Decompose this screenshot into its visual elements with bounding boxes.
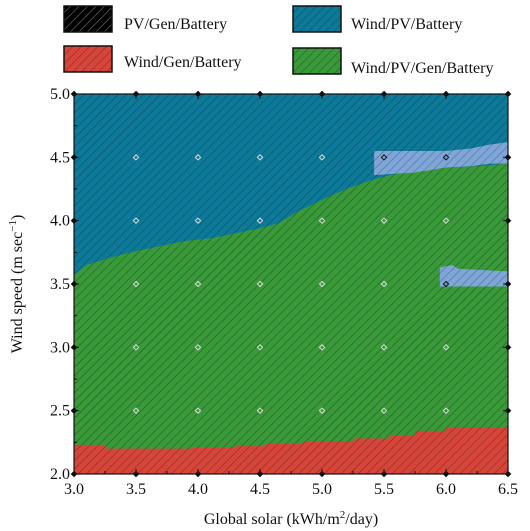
sample-point — [194, 280, 202, 288]
sample-point — [442, 154, 450, 161]
x-tick-label: 5.5 — [374, 481, 394, 498]
legend-item: Wind/PV/Gen/Battery — [292, 47, 493, 77]
legend-label: Wind/PV/Gen/Battery — [351, 60, 493, 77]
y-tick-label: 2.0 — [50, 466, 70, 483]
legend: PV/Gen/Battery Wind/PV/Battery Wind/Gen/Ba… — [63, 5, 493, 77]
sample-point — [442, 344, 450, 351]
plot-area — [70, 90, 512, 478]
region-wind-gen-battery — [74, 427, 508, 474]
y-tick-label: 3.5 — [50, 276, 70, 293]
x-tick-label: 5.0 — [312, 481, 332, 498]
legend-swatch — [292, 5, 342, 33]
sample-point — [318, 344, 326, 351]
legend-item: PV/Gen/Battery — [63, 5, 227, 33]
region-wind-pv-gen-battery — [74, 163, 508, 474]
sample-point — [194, 407, 202, 414]
sample-point — [442, 280, 450, 288]
sample-point — [442, 407, 450, 414]
sample-point — [318, 407, 326, 414]
sample-point — [194, 217, 202, 224]
x-tick-label: 6.5 — [498, 481, 518, 498]
sample-point — [256, 344, 264, 351]
legend-swatch — [63, 45, 113, 73]
x-tick-label: 3.0 — [64, 481, 84, 498]
legend-swatch — [292, 47, 342, 75]
sample-point — [380, 344, 388, 351]
x-tick-label: 4.0 — [188, 481, 208, 498]
sample-point — [318, 217, 326, 224]
region-light-1 — [439, 265, 508, 287]
sample-point — [256, 280, 264, 288]
sample-point — [318, 280, 326, 288]
legend-label: Wind/PV/Battery — [351, 16, 462, 33]
sample-point — [132, 154, 140, 161]
sample-point — [194, 344, 202, 351]
sample-point — [256, 217, 264, 224]
sample-point — [132, 280, 140, 288]
axes: 3.0 3.5 4.0 4.5 5.0 5.5 6.0 6.5 2.0 2.5 3.0 3.5 4.0 4… — [7, 86, 518, 528]
x-tick-label: 6.0 — [436, 481, 456, 498]
legend-label: Wind/Gen/Battery — [124, 54, 242, 71]
sample-point — [380, 280, 388, 288]
legend-swatch — [63, 5, 113, 33]
y-axis-title: Wind speed (m sec−1) — [7, 215, 26, 354]
sample-point — [442, 217, 450, 224]
sample-point — [256, 154, 264, 161]
legend-item: Wind/PV/Battery — [292, 5, 462, 33]
sample-point — [380, 154, 388, 161]
sample-point — [256, 407, 264, 414]
y-tick-label: 2.5 — [50, 403, 70, 420]
sample-point — [132, 217, 140, 224]
y-tick-label: 4.5 — [50, 149, 70, 166]
x-tick-label: 4.5 — [250, 481, 270, 498]
x-axis-title: Global solar (kWh/m2/day) — [204, 509, 378, 528]
y-tick-label: 4.0 — [50, 213, 70, 230]
sample-point — [318, 154, 326, 161]
sample-point — [194, 154, 202, 161]
legend-item: Wind/Gen/Battery — [63, 45, 242, 73]
y-tick-label: 3.0 — [50, 339, 70, 356]
sample-point — [132, 344, 140, 351]
sample-point — [380, 217, 388, 224]
legend-label: PV/Gen/Battery — [124, 16, 227, 33]
sample-point — [380, 407, 388, 414]
region-light-0 — [374, 142, 508, 176]
sample-point — [132, 407, 140, 414]
y-tick-label: 5.0 — [50, 86, 70, 103]
x-tick-label: 3.5 — [126, 481, 146, 498]
